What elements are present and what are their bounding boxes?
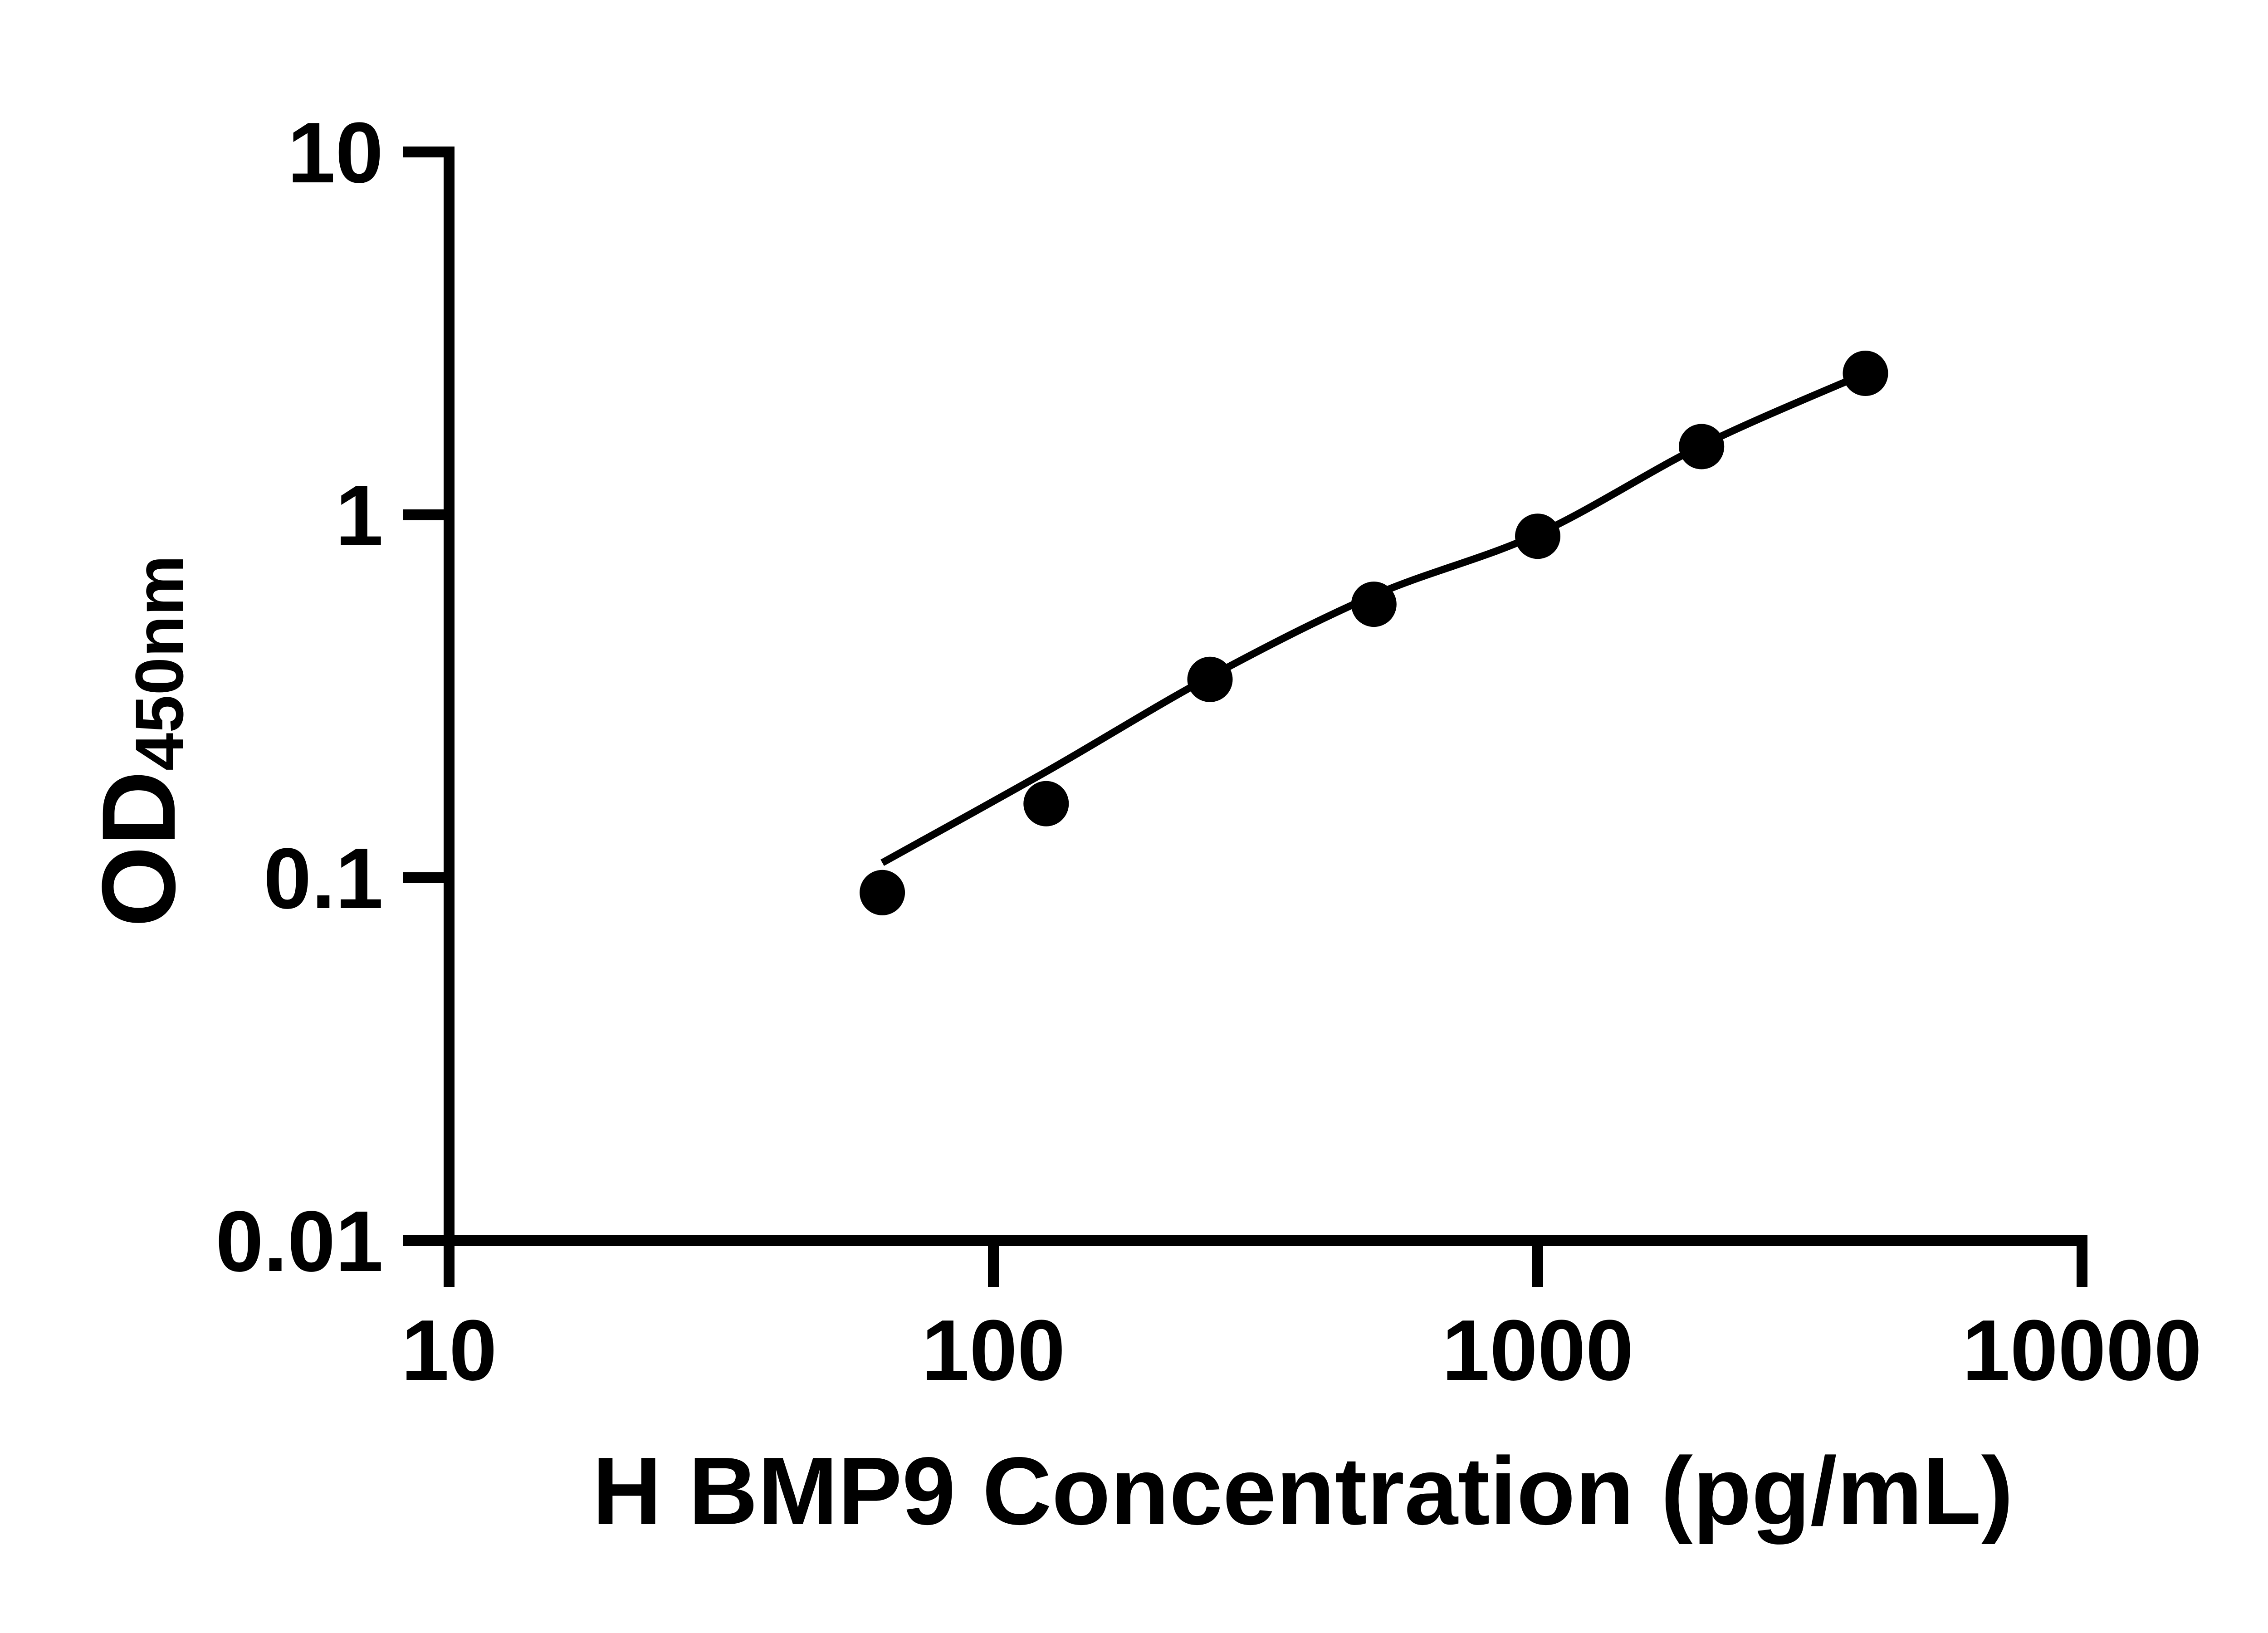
y-axis-title-main: OD [80, 771, 197, 927]
data-point [1515, 513, 1560, 559]
data-point [1187, 656, 1233, 702]
x-tick-label: 1000 [1442, 1302, 1634, 1398]
y-tick-label: 1 [335, 468, 383, 564]
data-point [860, 870, 905, 915]
data-point [1679, 424, 1725, 469]
y-tick-label: 10 [288, 105, 383, 201]
axes [403, 147, 2087, 1287]
y-axis-title: OD450nm [80, 555, 197, 927]
x-tick-label: 10 [401, 1302, 497, 1398]
y-tick-label: 0.1 [264, 831, 383, 927]
data-point [1843, 351, 1888, 396]
x-tick-label: 100 [921, 1302, 1065, 1398]
data-points [860, 351, 1888, 915]
x-axis-title: H BMP9 Concentration (pg/mL) [592, 1437, 2014, 1545]
y-tick-labels: 0.01 0.1 1 10 [215, 105, 383, 1290]
y-tick-label: 0.01 [215, 1193, 383, 1290]
y-axis-title-subscript: 450nm [121, 555, 197, 771]
data-point [1023, 781, 1069, 826]
x-tick-labels: 10 100 1000 10000 [401, 1302, 2202, 1398]
x-tick-label: 10000 [1962, 1302, 2202, 1398]
data-point [1351, 582, 1397, 627]
